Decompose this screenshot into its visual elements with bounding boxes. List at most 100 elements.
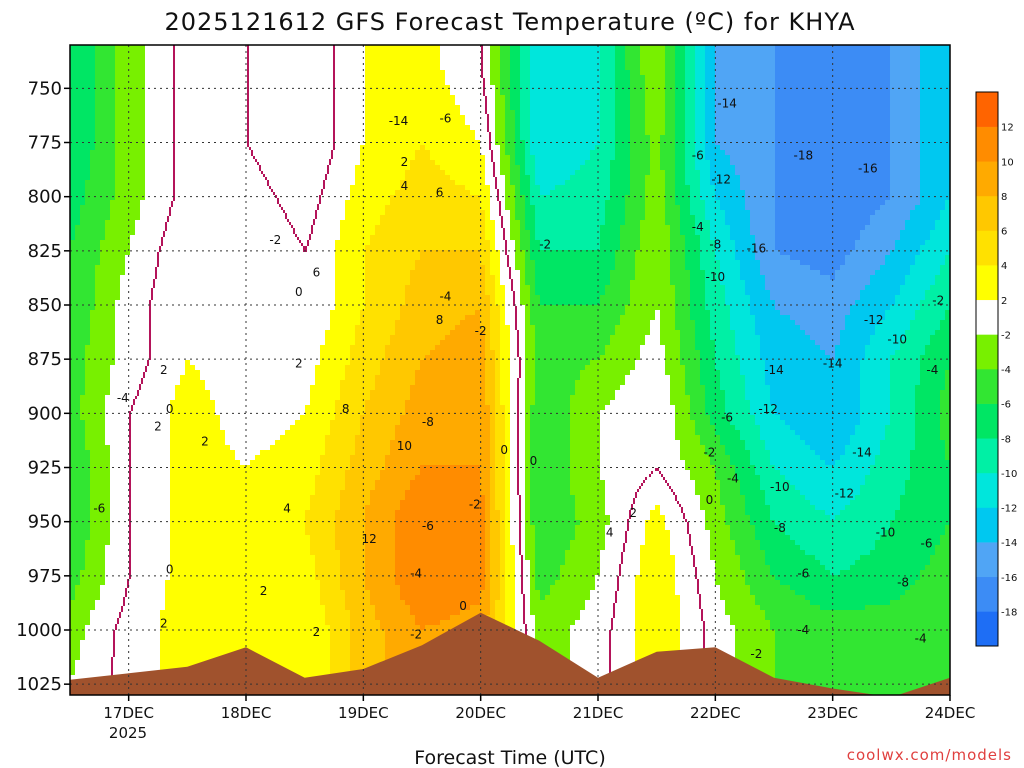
temperature-cell <box>555 110 561 116</box>
temperature-cell <box>585 100 591 106</box>
temperature-cell <box>705 155 711 161</box>
temperature-cell <box>585 55 591 61</box>
temperature-cell <box>700 130 706 136</box>
temperature-cell <box>920 155 926 161</box>
temperature-cell <box>580 180 586 186</box>
temperature-cell <box>410 180 416 186</box>
temperature-cell <box>330 185 336 191</box>
temperature-cell <box>520 80 526 86</box>
temperature-cell <box>135 100 141 106</box>
temperature-cell <box>600 135 606 141</box>
temperature-cell <box>150 140 156 146</box>
temperature-cell <box>160 105 166 111</box>
temperature-cell <box>695 145 701 151</box>
temperature-cell <box>470 90 476 96</box>
temperature-cell <box>515 65 521 71</box>
temperature-cell <box>210 90 216 96</box>
temperature-cell <box>165 155 171 161</box>
temperature-cell <box>605 170 611 176</box>
temperature-cell <box>245 170 251 176</box>
temperature-cell <box>440 50 446 56</box>
temperature-cell <box>375 70 381 76</box>
temperature-cell <box>115 115 121 121</box>
temperature-cell <box>745 170 751 176</box>
temperature-cell <box>215 110 221 116</box>
temperature-cell <box>650 130 656 136</box>
temperature-cell <box>395 130 401 136</box>
temperature-cell <box>925 45 931 51</box>
temperature-cell <box>515 180 521 186</box>
temperature-cell <box>650 170 656 176</box>
temperature-cell <box>520 180 526 186</box>
temperature-cell <box>120 140 126 146</box>
temperature-cell <box>135 95 141 101</box>
temperature-cell <box>710 145 716 151</box>
temperature-cell <box>405 115 411 121</box>
temperature-cell <box>695 110 701 116</box>
temperature-cell <box>135 55 141 61</box>
temperature-cell <box>170 50 176 56</box>
temperature-cell <box>155 105 161 111</box>
temperature-cell <box>910 170 916 176</box>
temperature-cell <box>495 90 501 96</box>
temperature-cell <box>610 65 616 71</box>
temperature-cell <box>200 45 206 51</box>
temperature-cell <box>265 170 271 176</box>
temperature-cell <box>560 85 566 91</box>
temperature-cell <box>565 75 571 81</box>
temperature-cell <box>150 150 156 156</box>
temperature-cell <box>335 125 341 131</box>
temperature-cell <box>160 75 166 81</box>
temperature-cell <box>75 45 81 51</box>
temperature-cell <box>250 70 256 76</box>
temperature-cell <box>270 185 276 191</box>
temperature-cell <box>825 130 831 136</box>
temperature-cell <box>740 165 746 171</box>
temperature-cell <box>720 170 726 176</box>
temperature-cell <box>470 80 476 86</box>
temperature-cell <box>565 155 571 161</box>
temperature-cell <box>655 50 661 56</box>
temperature-cell <box>600 170 606 176</box>
temperature-cell <box>605 85 611 91</box>
temperature-cell <box>275 160 281 166</box>
temperature-cell <box>345 130 351 136</box>
temperature-cell <box>430 50 436 56</box>
temperature-cell <box>280 160 286 166</box>
temperature-cell <box>640 135 646 141</box>
temperature-cell <box>825 175 831 181</box>
temperature-cell <box>810 115 816 121</box>
temperature-cell <box>895 145 901 151</box>
temperature-cell <box>120 145 126 151</box>
temperature-cell <box>145 100 151 106</box>
temperature-cell <box>305 125 311 131</box>
temperature-cell <box>320 55 326 61</box>
temperature-cell <box>895 70 901 76</box>
temperature-cell <box>705 95 711 101</box>
temperature-cell <box>260 165 266 171</box>
temperature-cell <box>790 125 796 131</box>
temperature-cell <box>260 115 266 121</box>
temperature-cell <box>735 175 741 181</box>
temperature-cell <box>915 160 921 166</box>
temperature-cell <box>155 110 161 116</box>
temperature-cell <box>370 90 376 96</box>
temperature-cell <box>400 150 406 156</box>
temperature-cell <box>645 70 651 76</box>
temperature-cell <box>265 145 271 151</box>
temperature-cell <box>865 90 871 96</box>
temperature-cell <box>100 150 106 156</box>
temperature-cell <box>550 50 556 56</box>
temperature-cell <box>520 145 526 151</box>
temperature-cell <box>325 95 331 101</box>
temperature-cell <box>615 85 621 91</box>
temperature-cell <box>620 95 626 101</box>
temperature-cell <box>230 55 236 61</box>
temperature-cell <box>780 95 786 101</box>
temperature-cell <box>850 50 856 56</box>
temperature-cell <box>215 145 221 151</box>
temperature-cell <box>430 145 436 151</box>
temperature-cell <box>100 60 106 66</box>
temperature-cell <box>405 155 411 161</box>
temperature-cell <box>700 115 706 121</box>
